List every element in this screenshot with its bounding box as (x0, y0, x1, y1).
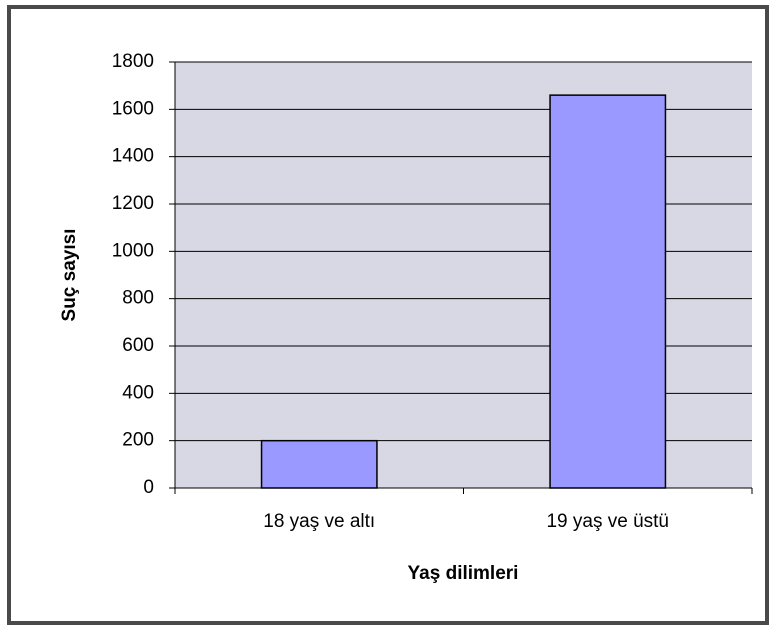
y-tick-label: 1400 (112, 146, 154, 167)
y-tick-label: 0 (143, 477, 154, 498)
y-tick-label: 200 (122, 430, 154, 451)
y-tick-label: 1800 (112, 51, 154, 72)
y-axis-title: Suç sayısı (59, 229, 80, 322)
y-tick-label: 1200 (112, 193, 154, 214)
y-tick-label: 400 (122, 382, 154, 403)
bar (549, 94, 667, 489)
x-tick-label: 19 yaş ve üstü (546, 511, 669, 532)
x-axis-title: Yaş dilimleri (408, 563, 519, 584)
y-tick-label: 800 (122, 288, 154, 309)
x-tick-label: 18 yaş ve altı (263, 511, 375, 532)
bar (260, 439, 378, 489)
y-tick-label: 1000 (112, 240, 154, 261)
y-tick-label: 600 (122, 335, 154, 356)
y-tick-label: 1600 (112, 98, 154, 119)
